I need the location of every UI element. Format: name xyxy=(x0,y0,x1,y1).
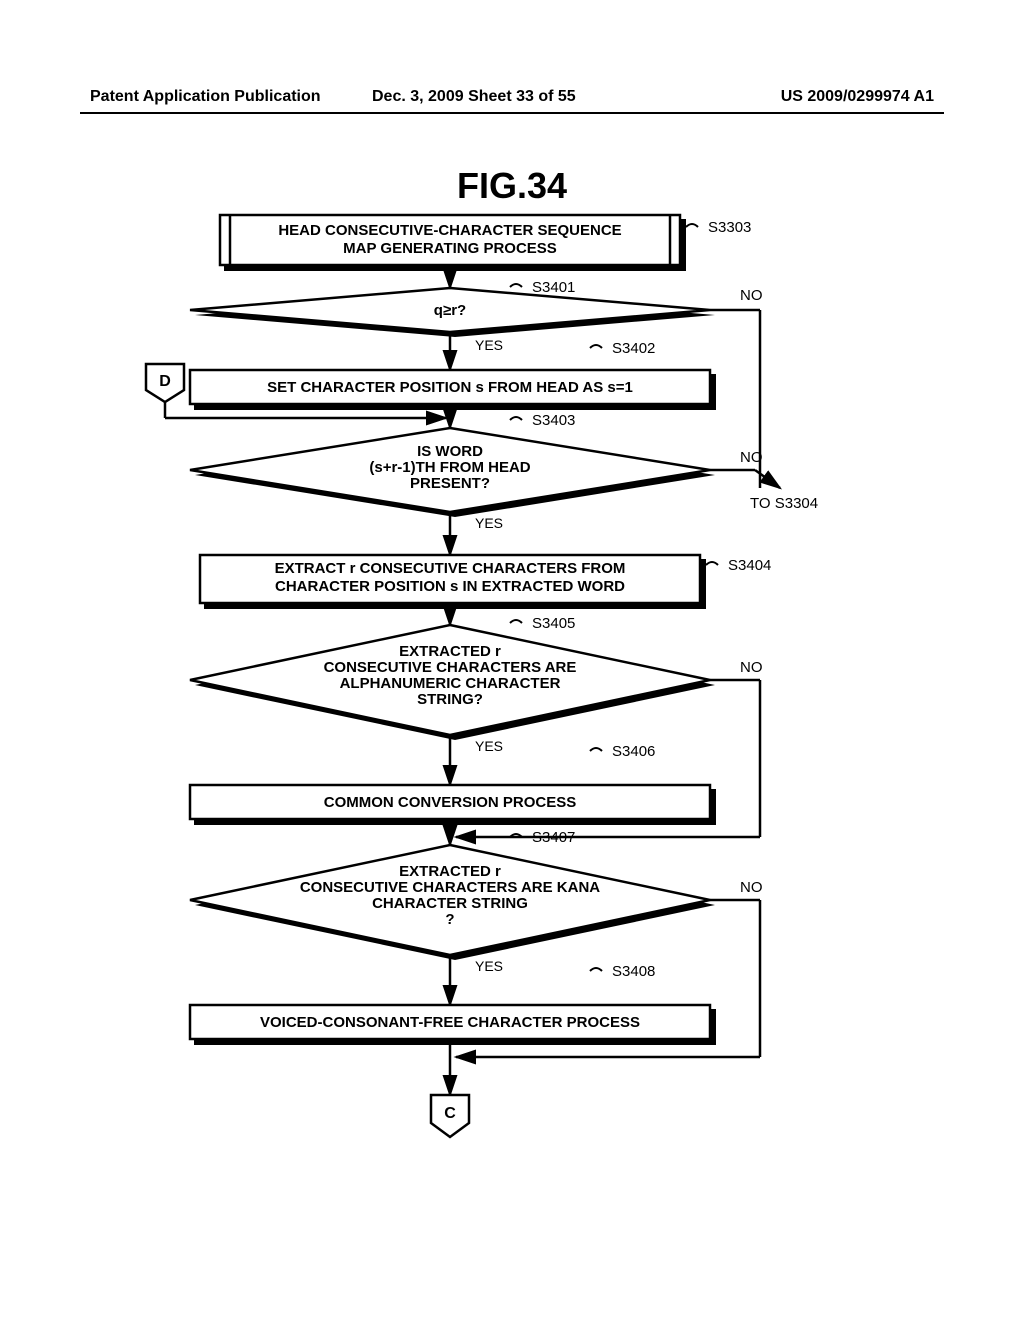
svg-text:q≥r?: q≥r? xyxy=(434,302,466,319)
svg-text:YES: YES xyxy=(475,958,503,974)
svg-text:YES: YES xyxy=(475,515,503,531)
svg-text:(s+r-1)TH FROM HEAD: (s+r-1)TH FROM HEAD xyxy=(369,459,530,476)
svg-text:STRING?: STRING? xyxy=(417,691,483,708)
svg-text:S3401: S3401 xyxy=(532,279,575,296)
page: Patent Application Publication Dec. 3, 2… xyxy=(0,0,1024,1320)
svg-text:S3403: S3403 xyxy=(532,412,575,429)
svg-text:C: C xyxy=(444,1105,456,1122)
svg-text:S3405: S3405 xyxy=(532,615,575,632)
svg-text:YES: YES xyxy=(475,337,503,353)
svg-text:?: ? xyxy=(445,911,454,928)
flowchart: HEAD CONSECUTIVE-CHARACTER SEQUENCEMAP G… xyxy=(0,0,1024,1320)
svg-text:S3406: S3406 xyxy=(612,743,655,760)
svg-text:COMMON CONVERSION PROCESS: COMMON CONVERSION PROCESS xyxy=(324,794,577,811)
svg-text:NO: NO xyxy=(740,287,763,304)
svg-text:VOICED-CONSONANT-FREE CHARACTE: VOICED-CONSONANT-FREE CHARACTER PROCESS xyxy=(260,1014,640,1031)
svg-text:TO S3304: TO S3304 xyxy=(750,495,818,512)
svg-text:NO: NO xyxy=(740,659,763,676)
svg-text:ALPHANUMERIC CHARACTER: ALPHANUMERIC CHARACTER xyxy=(340,675,561,692)
svg-text:NO: NO xyxy=(740,879,763,896)
svg-text:S3303: S3303 xyxy=(708,219,751,236)
svg-text:S3407: S3407 xyxy=(532,829,575,846)
svg-text:CHARACTER POSITION s IN EXTRAC: CHARACTER POSITION s IN EXTRACTED WORD xyxy=(275,578,625,595)
svg-text:EXTRACTED r: EXTRACTED r xyxy=(399,643,501,660)
svg-text:IS WORD: IS WORD xyxy=(417,443,483,460)
svg-text:EXTRACT r CONSECUTIVE CHARACTE: EXTRACT r CONSECUTIVE CHARACTERS FROM xyxy=(275,560,626,577)
svg-text:S3408: S3408 xyxy=(612,963,655,980)
svg-text:D: D xyxy=(159,373,171,390)
svg-text:SET CHARACTER POSITION s FROM: SET CHARACTER POSITION s FROM HEAD AS s=… xyxy=(267,379,633,396)
svg-text:CONSECUTIVE CHARACTERS ARE KAN: CONSECUTIVE CHARACTERS ARE KANA xyxy=(300,879,600,896)
svg-text:MAP GENERATING PROCESS: MAP GENERATING PROCESS xyxy=(343,240,557,257)
svg-text:HEAD CONSECUTIVE-CHARACTER SEQ: HEAD CONSECUTIVE-CHARACTER SEQUENCE xyxy=(278,222,621,239)
svg-text:CHARACTER STRING: CHARACTER STRING xyxy=(372,895,528,912)
svg-text:S3402: S3402 xyxy=(612,340,655,357)
svg-text:CONSECUTIVE CHARACTERS ARE: CONSECUTIVE CHARACTERS ARE xyxy=(324,659,577,676)
svg-text:S3404: S3404 xyxy=(728,557,771,574)
svg-text:NO: NO xyxy=(740,449,763,466)
svg-text:EXTRACTED r: EXTRACTED r xyxy=(399,863,501,880)
svg-text:YES: YES xyxy=(475,738,503,754)
svg-text:PRESENT?: PRESENT? xyxy=(410,475,490,492)
